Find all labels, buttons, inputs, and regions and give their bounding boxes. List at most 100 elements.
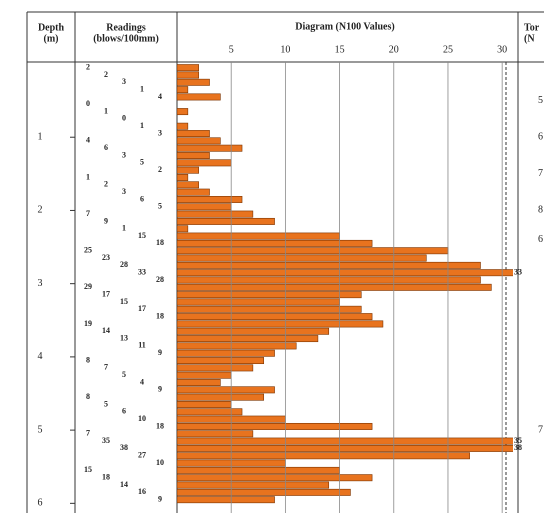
reading: 4 — [158, 92, 162, 101]
readings-header: (blows/100mm) — [93, 33, 159, 44]
bar — [177, 181, 199, 189]
bar — [177, 254, 427, 262]
bar — [177, 64, 199, 72]
bar — [177, 152, 210, 159]
torque-value: 5 — [538, 95, 543, 106]
bar — [177, 188, 210, 196]
bar — [177, 232, 340, 240]
y-tick-label: 4 — [38, 351, 43, 362]
reading: 2 — [104, 180, 108, 189]
bar — [177, 247, 449, 255]
reading: 1 — [104, 106, 108, 115]
bar — [177, 93, 221, 101]
reading: 7 — [86, 209, 90, 218]
bar — [177, 349, 275, 357]
bar — [177, 430, 254, 438]
reading: 18 — [102, 473, 110, 482]
reading: 5 — [140, 158, 144, 167]
reading: 7 — [86, 429, 90, 438]
bar — [177, 305, 362, 313]
reading: 14 — [120, 480, 128, 489]
bar — [177, 379, 221, 386]
bar — [177, 276, 481, 284]
reading: 33 — [138, 268, 146, 277]
reading: 35 — [102, 436, 110, 445]
bar — [177, 496, 275, 504]
reading: 13 — [120, 333, 128, 342]
bar — [177, 444, 513, 452]
bar — [177, 298, 340, 306]
reading: 3 — [158, 128, 162, 137]
reading: 3 — [122, 77, 126, 86]
bar — [177, 401, 232, 408]
bar — [177, 452, 470, 460]
reading: 2 — [86, 62, 90, 71]
bar — [177, 86, 189, 94]
reading: 1 — [140, 84, 144, 93]
x-tick-label: 15 — [335, 44, 345, 55]
torque-value: 6 — [538, 234, 543, 245]
bar — [177, 225, 189, 233]
x-tick-label: 10 — [280, 44, 290, 55]
reading: 9 — [104, 216, 108, 225]
y-tick-label: 2 — [38, 205, 43, 216]
reading: 3 — [122, 150, 126, 159]
chart-title: Diagram (N100 Values) — [295, 21, 394, 32]
bar — [177, 342, 297, 350]
reading: 18 — [156, 421, 164, 430]
torque-header: (N — [524, 33, 535, 44]
reading: 16 — [138, 487, 146, 496]
bar — [177, 481, 330, 489]
reading: 19 — [84, 319, 92, 328]
reading: 0 — [86, 99, 90, 108]
x-tick-label: 30 — [497, 44, 507, 55]
reading: 18 — [156, 238, 164, 247]
reading: 17 — [138, 304, 146, 313]
bar — [177, 137, 221, 145]
reading: 15 — [138, 231, 146, 240]
bar — [177, 217, 275, 225]
bar — [177, 386, 275, 394]
bar — [177, 144, 243, 152]
reading: 4 — [140, 377, 144, 386]
bar — [177, 210, 254, 218]
reading: 6 — [140, 194, 144, 203]
bar — [177, 313, 373, 321]
bar — [177, 71, 199, 79]
bar — [177, 474, 373, 482]
reading: 25 — [84, 246, 92, 255]
bar — [177, 335, 319, 343]
reading: 8 — [86, 355, 90, 364]
bar — [177, 269, 513, 277]
bar — [177, 357, 265, 365]
torque-value: 7 — [538, 424, 543, 435]
reading: 2 — [104, 70, 108, 79]
bar — [177, 196, 243, 203]
reading: 1 — [86, 172, 90, 181]
bar — [177, 466, 340, 474]
torque-value: 8 — [538, 205, 543, 216]
bar — [177, 78, 210, 86]
reading: 6 — [122, 407, 126, 416]
bar — [177, 437, 513, 445]
y-tick-label: 5 — [38, 424, 43, 435]
bar — [177, 393, 265, 401]
torque-header: Tor — [524, 22, 540, 33]
reading: 5 — [158, 202, 162, 211]
bar — [177, 108, 189, 116]
bar — [177, 174, 189, 181]
x-tick-label: 20 — [389, 44, 399, 55]
reading: 3 — [122, 187, 126, 196]
reading: 38 — [120, 443, 128, 452]
bar — [177, 261, 481, 269]
reading: 28 — [156, 275, 164, 284]
bar — [177, 422, 373, 430]
reading: 7 — [104, 363, 108, 372]
reading: 11 — [138, 341, 146, 350]
reading: 9 — [158, 495, 162, 504]
reading: 14 — [102, 326, 110, 335]
bar — [177, 320, 384, 328]
overflow-label: 35 — [514, 436, 522, 445]
depth-header: Depth — [38, 22, 65, 33]
